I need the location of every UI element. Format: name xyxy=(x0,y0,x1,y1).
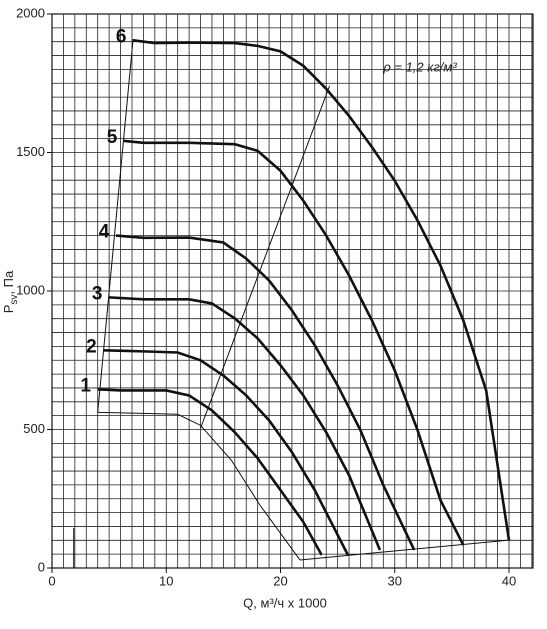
series-label: 6 xyxy=(116,26,127,47)
y-tick-label: 500 xyxy=(23,421,45,436)
series-line xyxy=(132,39,511,541)
annotation: ρ = 1,2 кг/м³ xyxy=(382,59,457,74)
series-line xyxy=(97,388,323,556)
y-label-rest: , Па xyxy=(1,270,16,295)
x-tick-label: 30 xyxy=(388,573,402,588)
series-line xyxy=(115,234,416,551)
y-tick-label: 1000 xyxy=(16,282,45,297)
series-line xyxy=(103,348,350,556)
series-line xyxy=(299,539,511,561)
series-label: 2 xyxy=(86,336,97,357)
x-tick-label: 0 xyxy=(48,573,55,588)
series-label: 1 xyxy=(80,375,91,396)
y-tick-label: 2000 xyxy=(16,5,45,20)
series-line xyxy=(109,296,382,551)
series-label: 5 xyxy=(107,127,118,148)
series-line xyxy=(97,411,301,561)
x-axis-label: Q, м³/ч x 1000 xyxy=(243,595,327,610)
series-label: 3 xyxy=(92,283,103,304)
x-tick-label: 20 xyxy=(273,573,287,588)
series-line xyxy=(123,139,465,546)
y-label-sub: sv xyxy=(9,295,20,305)
series-label: 4 xyxy=(99,222,110,243)
x-tick-label: 10 xyxy=(159,573,173,588)
x-tick-label: 40 xyxy=(502,573,516,588)
y-label-main: P xyxy=(1,305,16,314)
series-line xyxy=(97,38,134,413)
y-tick-label: 0 xyxy=(38,559,45,574)
y-tick-label: 1500 xyxy=(16,144,45,159)
series-line xyxy=(200,85,331,429)
y-axis-label: Psv, Па xyxy=(1,270,19,313)
